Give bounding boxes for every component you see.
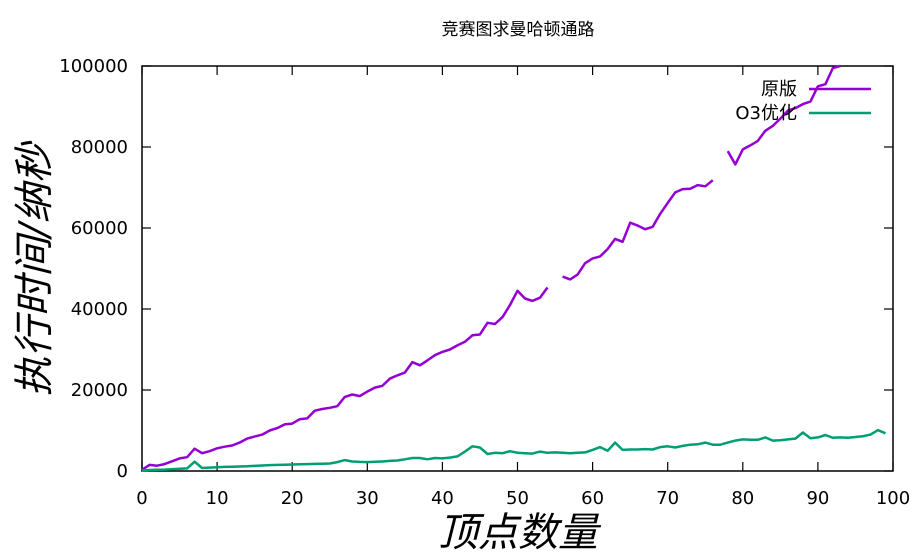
y-tick-label: 60000 [71, 218, 128, 239]
y-tick-label: 100000 [59, 56, 128, 77]
x-tick-label: 100 [876, 488, 910, 509]
x-tick-label: 50 [506, 488, 529, 509]
x-tick-label: 80 [731, 488, 754, 509]
x-axis-label: 顶点数量 [438, 510, 602, 556]
x-tick-label: 30 [356, 488, 379, 509]
legend-label: O3优化 [735, 103, 797, 124]
y-tick-label: 40000 [71, 299, 128, 320]
chart-title: 竞赛图求曼哈顿通路 [442, 19, 595, 40]
y-tick-label: 80000 [71, 137, 128, 158]
series-lines [141, 64, 886, 472]
y-tick-label: 20000 [71, 380, 128, 401]
x-tick-label: 60 [581, 488, 604, 509]
y-axis-label: 执行时间/纳秒 [12, 140, 58, 396]
series-line-1 [141, 428, 886, 472]
x-tick-label: 20 [281, 488, 304, 509]
plot-frame [141, 65, 894, 472]
x-tick-label: 0 [136, 488, 147, 509]
legend: 原版 O3优化 [735, 79, 871, 124]
legend-label: 原版 [761, 79, 797, 100]
axis-ticks: 0 10 20 30 40 50 60 70 80 90 100 0 20000 40000 60000 80… [59, 56, 910, 509]
x-tick-label: 40 [431, 488, 454, 509]
x-tick-label: 10 [206, 488, 229, 509]
series-line-0 [141, 64, 841, 471]
x-tick-label: 90 [806, 488, 829, 509]
y-tick-label: 0 [117, 461, 128, 482]
x-tick-label: 70 [656, 488, 679, 509]
